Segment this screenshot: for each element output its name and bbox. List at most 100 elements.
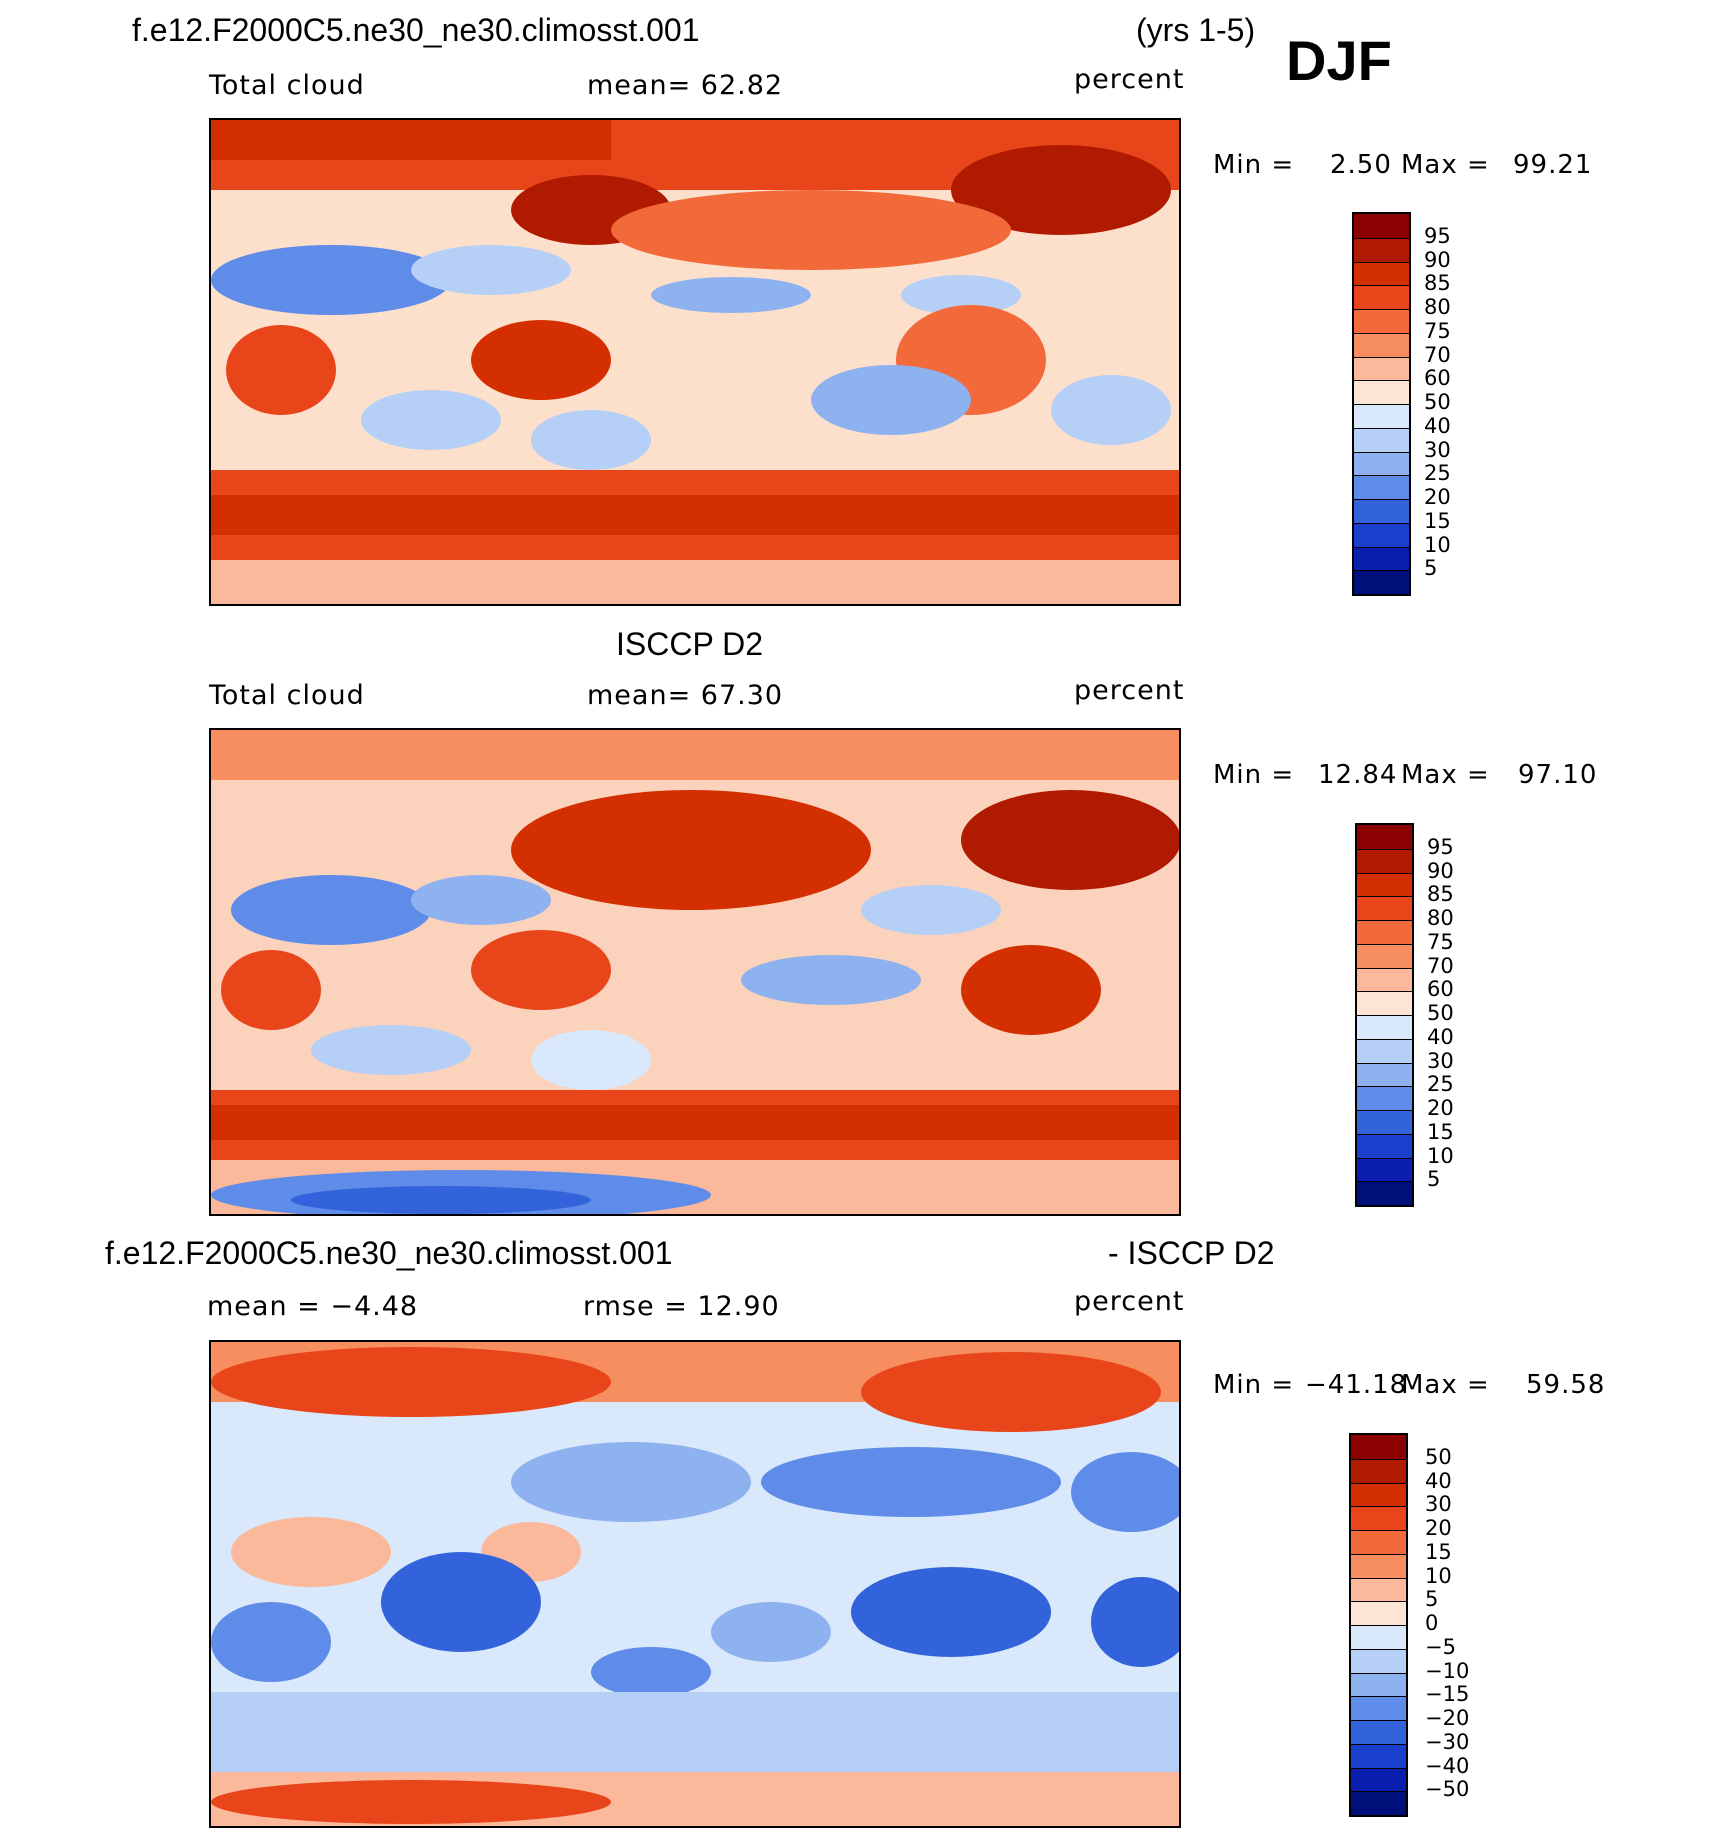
colorbar-tick-label: 0 bbox=[1425, 1611, 1439, 1635]
panel1-units: percent bbox=[1074, 64, 1185, 95]
colorbar-tick-label: 80 bbox=[1427, 906, 1454, 930]
panel2-cloud-field bbox=[211, 730, 1179, 1214]
colorbar-swatch bbox=[1354, 356, 1409, 381]
panel1-variable: Total cloud bbox=[209, 70, 365, 101]
colorbar-tick-label: 20 bbox=[1427, 1096, 1454, 1120]
colorbar-swatch bbox=[1357, 943, 1412, 968]
colorbar-swatch bbox=[1357, 825, 1412, 849]
colorbar-tick-label: 20 bbox=[1425, 1516, 1452, 1540]
colorbar-tick-label: 10 bbox=[1427, 1143, 1454, 1168]
colorbar-swatch bbox=[1354, 546, 1409, 571]
colorbar-swatch bbox=[1357, 991, 1412, 1015]
panel3-colorbar bbox=[1349, 1433, 1408, 1817]
colorbar-swatch bbox=[1354, 451, 1409, 476]
colorbar-tick-label: −15 bbox=[1425, 1682, 1470, 1707]
colorbar-tick-label: 30 bbox=[1427, 1048, 1454, 1073]
panel2-min-label: Min = bbox=[1213, 760, 1295, 790]
colorbar-swatch bbox=[1354, 237, 1409, 262]
colorbar-swatch bbox=[1354, 261, 1409, 286]
panel3-max-label: Max = bbox=[1401, 1370, 1490, 1400]
colorbar-swatch bbox=[1357, 872, 1412, 897]
panel3-units: percent bbox=[1074, 1286, 1185, 1317]
case-title: f.e12.F2000C5.ne30_ne30.climosst.001 bbox=[132, 12, 700, 48]
panel3-rmse: rmse = 12.90 bbox=[583, 1291, 780, 1322]
colorbar-tick-label: 80 bbox=[1424, 295, 1451, 319]
panel1-min-label: Min = bbox=[1213, 150, 1295, 180]
colorbar-swatch bbox=[1354, 285, 1409, 309]
colorbar-tick-label: 75 bbox=[1424, 318, 1451, 343]
colorbar-swatch bbox=[1351, 1482, 1406, 1507]
colorbar-tick-label: −5 bbox=[1425, 1634, 1456, 1659]
panel2-title: ISCCP D2 bbox=[616, 626, 764, 662]
panel2-mean: mean= 67.30 bbox=[587, 680, 784, 711]
colorbar-swatch bbox=[1351, 1577, 1406, 1602]
colorbar-tick-label: 90 bbox=[1427, 858, 1454, 883]
colorbar-swatch bbox=[1351, 1672, 1406, 1697]
colorbar-swatch bbox=[1357, 1133, 1412, 1158]
colorbar-swatch bbox=[1354, 499, 1409, 523]
colorbar-tick-label: 95 bbox=[1424, 223, 1451, 248]
colorbar-swatch bbox=[1351, 1506, 1406, 1530]
colorbar-tick-label: 50 bbox=[1425, 1444, 1452, 1469]
panel3-title-left: f.e12.F2000C5.ne30_ne30.climosst.001 bbox=[105, 1235, 673, 1271]
colorbar-swatch bbox=[1357, 920, 1412, 944]
season-label: DJF bbox=[1286, 29, 1392, 92]
colorbar-tick-label: 70 bbox=[1427, 953, 1454, 978]
colorbar-tick-label: 70 bbox=[1424, 342, 1451, 367]
colorbar-tick-label: 10 bbox=[1425, 1563, 1452, 1588]
colorbar-swatch bbox=[1357, 1086, 1412, 1110]
colorbar-swatch bbox=[1351, 1530, 1406, 1554]
colorbar-tick-label: 85 bbox=[1427, 882, 1454, 907]
colorbar-tick-label: 30 bbox=[1424, 437, 1451, 462]
colorbar-tick-label: 40 bbox=[1424, 413, 1451, 438]
colorbar-tick-label: 25 bbox=[1427, 1072, 1454, 1097]
panel2-max-value: 97.10 bbox=[1518, 760, 1598, 790]
colorbar-swatch bbox=[1354, 404, 1409, 428]
colorbar-tick-label: 5 bbox=[1427, 1167, 1441, 1192]
colorbar-tick-label: 60 bbox=[1427, 977, 1454, 1002]
colorbar-swatch bbox=[1351, 1625, 1406, 1649]
colorbar-tick-label: −20 bbox=[1425, 1706, 1470, 1730]
colorbar-swatch bbox=[1351, 1601, 1406, 1625]
panel1-map bbox=[209, 118, 1181, 606]
colorbar-tick-label: −10 bbox=[1425, 1658, 1470, 1683]
colorbar-swatch bbox=[1357, 1015, 1412, 1039]
panel1-mean: mean= 62.82 bbox=[587, 70, 784, 101]
colorbar-tick-label: 60 bbox=[1424, 366, 1451, 391]
colorbar-tick-label: 90 bbox=[1424, 247, 1451, 272]
colorbar-swatch bbox=[1354, 309, 1409, 333]
colorbar-swatch bbox=[1351, 1767, 1406, 1792]
panel1-cloud-field bbox=[211, 120, 1179, 604]
panel2-min-value: 12.84 bbox=[1318, 760, 1398, 790]
colorbar-tick-label: 85 bbox=[1424, 271, 1451, 296]
panel2-colorbar bbox=[1355, 823, 1414, 1207]
colorbar-tick-label: 75 bbox=[1427, 929, 1454, 954]
panel2-units: percent bbox=[1074, 675, 1185, 706]
colorbar-swatch bbox=[1354, 570, 1409, 594]
colorbar-swatch bbox=[1354, 332, 1409, 357]
colorbar-swatch bbox=[1357, 1110, 1412, 1134]
colorbar-tick-label: 30 bbox=[1425, 1492, 1452, 1517]
panel1-max-label: Max = bbox=[1401, 150, 1490, 180]
colorbar-swatch bbox=[1357, 896, 1412, 920]
colorbar-swatch bbox=[1357, 1062, 1412, 1087]
colorbar-tick-label: −30 bbox=[1425, 1729, 1470, 1754]
colorbar-tick-label: 25 bbox=[1424, 461, 1451, 486]
panel3-min-value: −41.18 bbox=[1305, 1370, 1408, 1400]
colorbar-swatch bbox=[1351, 1435, 1406, 1459]
colorbar-swatch bbox=[1357, 967, 1412, 992]
colorbar-swatch bbox=[1351, 1743, 1406, 1768]
colorbar-swatch bbox=[1351, 1553, 1406, 1578]
colorbar-swatch bbox=[1357, 848, 1412, 873]
colorbar-tick-label: 20 bbox=[1424, 485, 1451, 509]
colorbar-tick-label: 40 bbox=[1425, 1468, 1452, 1493]
panel3-map bbox=[209, 1340, 1181, 1828]
colorbar-tick-label: 15 bbox=[1427, 1119, 1454, 1144]
colorbar-tick-label: 15 bbox=[1425, 1539, 1452, 1564]
panel1-colorbar bbox=[1352, 212, 1411, 596]
colorbar-swatch bbox=[1354, 475, 1409, 499]
years-label: (yrs 1-5) bbox=[1136, 12, 1256, 48]
colorbar-tick-label: 50 bbox=[1424, 390, 1451, 414]
colorbar-swatch bbox=[1351, 1648, 1406, 1673]
colorbar-swatch bbox=[1351, 1720, 1406, 1744]
